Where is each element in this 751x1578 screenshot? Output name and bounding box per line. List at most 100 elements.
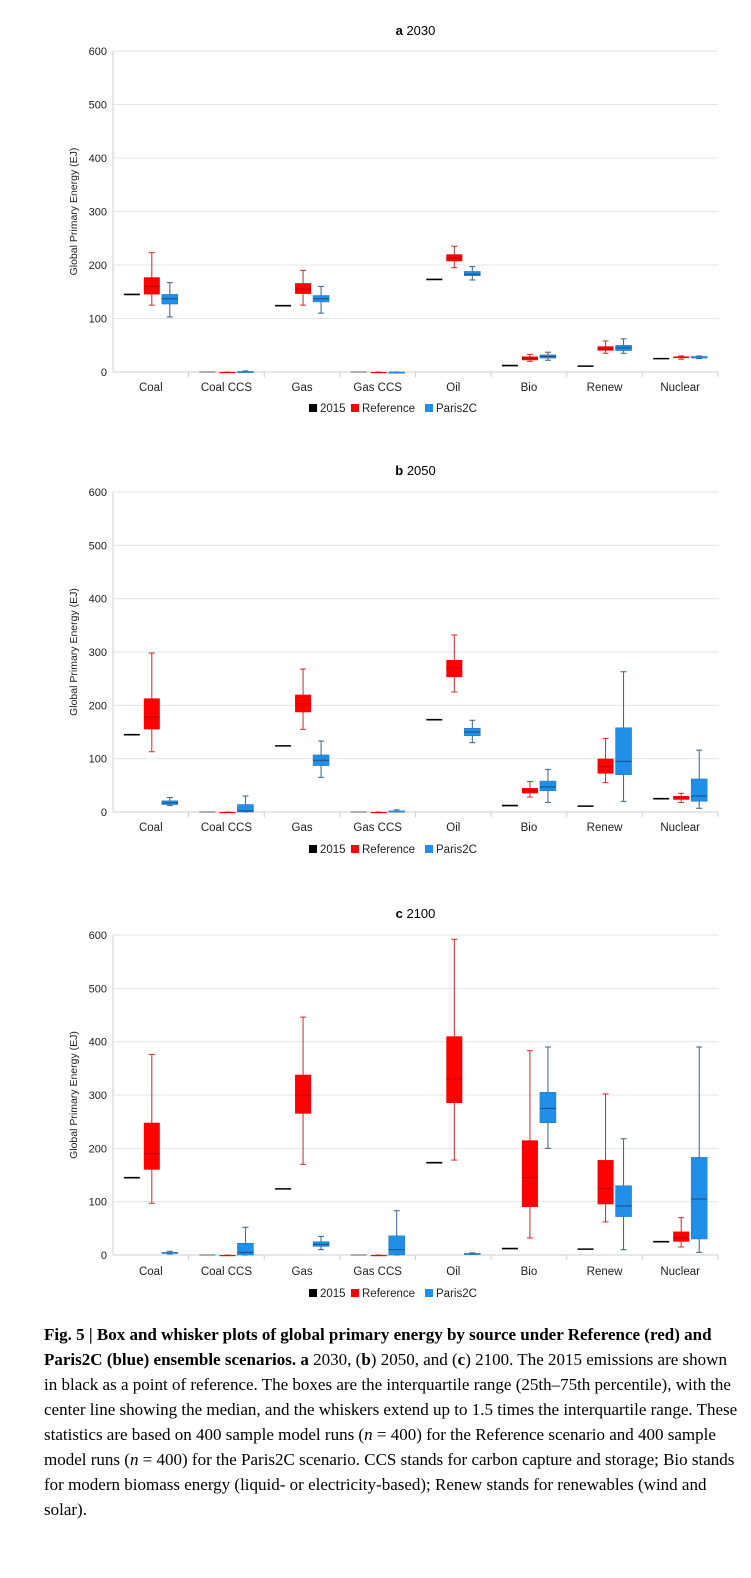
y-tick-label: 200: [89, 260, 107, 272]
box-paris2c: [464, 271, 481, 276]
x-tick-label: Oil: [446, 1266, 460, 1278]
y-tick-label: 600: [89, 46, 107, 58]
box-paris2c: [539, 1092, 557, 1123]
chart-panel-a: a 2030 0 100 200 300 400 500 600 Global Primary …: [68, 23, 719, 415]
chart-panel-letter: a: [396, 23, 407, 38]
box-paris2c: [464, 1253, 481, 1255]
box-reference: [143, 277, 160, 295]
legend-label: Reference: [362, 844, 415, 856]
legend-swatch: [425, 1289, 433, 1297]
box-paris2c: [690, 356, 708, 359]
y-tick-label: 100: [89, 1197, 107, 1209]
x-tick-label: Coal CCS: [201, 822, 252, 834]
legend-swatch: [351, 1289, 359, 1297]
box-reference: [446, 1036, 463, 1103]
box-reference: [219, 1255, 236, 1257]
chart-title-text: 2030: [406, 23, 435, 38]
x-tick-label: Coal: [139, 382, 163, 394]
y-tick-label: 300: [89, 647, 107, 659]
legend-label: Paris2C: [436, 1288, 477, 1300]
x-tick-label: Coal: [139, 822, 163, 834]
chart-panel-c: c 2100 0 100 200 300 400 500 600 Global Primary …: [68, 906, 719, 1300]
x-tick-label: Bio: [521, 382, 538, 394]
box-paris2c: [388, 371, 405, 374]
y-axis-label: Global Primary Energy (EJ): [68, 588, 80, 716]
y-axis-label: Global Primary Energy (EJ): [68, 1031, 80, 1159]
x-tick-label: Nuclear: [660, 382, 700, 394]
caption-text-2: ) 2050, and (: [370, 1350, 458, 1369]
chart-legend: 2015 Reference Paris2C: [309, 1288, 477, 1300]
legend-swatch: [351, 845, 359, 853]
chart-title: b 2050: [395, 463, 435, 478]
legend-label: 2015: [320, 844, 346, 856]
y-tick-label: 600: [89, 930, 107, 942]
caption-panel-c: c: [457, 1350, 466, 1369]
caption-text-5: = 400) for the Paris2C scenario. CCS sta…: [44, 1450, 735, 1519]
legend-swatch: [351, 404, 359, 412]
x-tick-label: Oil: [446, 382, 460, 394]
box-reference: [446, 660, 463, 678]
box-reference: [143, 698, 160, 730]
x-tick-label: Renew: [587, 822, 623, 834]
x-tick-label: Gas: [292, 382, 313, 394]
legend-label: Paris2C: [436, 403, 477, 415]
legend-swatch: [309, 1289, 317, 1297]
box-paris2c: [237, 804, 254, 813]
y-tick-label: 300: [89, 1090, 107, 1102]
legend-swatch: [425, 404, 433, 412]
x-tick-label: Oil: [446, 822, 460, 834]
figure-caption: Fig. 5 | Box and whisker plots of global…: [44, 1322, 744, 1522]
box-reference: [597, 346, 614, 351]
box-reference: [597, 1160, 614, 1205]
chart-panel-letter: b: [395, 463, 407, 478]
legend-label: Reference: [362, 403, 415, 415]
y-tick-label: 400: [89, 153, 107, 165]
legend-label: 2015: [320, 403, 346, 415]
x-tick-label: Gas CCS: [353, 822, 402, 834]
x-tick-label: Coal CCS: [201, 382, 252, 394]
x-tick-label: Coal CCS: [201, 1266, 252, 1278]
box-reference: [295, 1074, 312, 1114]
chart-legend: 2015 Reference Paris2C: [309, 844, 477, 856]
y-tick-label: 0: [101, 367, 107, 379]
y-tick-label: 400: [89, 1037, 107, 1049]
y-tick-label: 400: [89, 594, 107, 606]
x-tick-label: Gas CCS: [353, 1266, 402, 1278]
legend-label: 2015: [320, 1288, 346, 1300]
x-tick-label: Gas CCS: [353, 382, 402, 394]
chart-title-text: 2100: [406, 906, 435, 921]
x-tick-label: Bio: [521, 822, 538, 834]
x-tick-label: Renew: [587, 382, 623, 394]
box-paris2c: [615, 727, 632, 775]
legend-swatch: [309, 404, 317, 412]
legend-swatch: [425, 845, 433, 853]
chart-panel-letter: c: [396, 906, 407, 921]
box-reference: [219, 812, 236, 814]
box-paris2c: [237, 1243, 254, 1256]
caption-text-4: = 400) for the Reference scenario and 40…: [44, 1425, 716, 1469]
box-reference: [597, 758, 614, 774]
y-tick-label: 100: [89, 754, 107, 766]
y-tick-label: 300: [89, 207, 107, 219]
charts-figure: a 2030 0 100 200 300 400 500 600 Global Primary …: [68, 23, 719, 1300]
box-reference: [673, 1231, 690, 1242]
box-paris2c: [161, 1252, 179, 1254]
chart-panel-b: b 2050 0 100 200 300 400 500 600 Global Primary …: [68, 463, 719, 856]
caption-n-1: n: [364, 1425, 373, 1444]
y-tick-label: 200: [89, 1143, 107, 1155]
box-paris2c: [388, 810, 405, 813]
box-reference: [370, 372, 387, 374]
box-paris2c: [615, 1185, 632, 1217]
box-paris2c: [690, 1157, 708, 1240]
y-tick-label: 500: [89, 100, 107, 112]
caption-text-1: 2030, (: [308, 1350, 362, 1369]
x-tick-label: Nuclear: [660, 1266, 700, 1278]
box-reference: [219, 372, 236, 374]
box-paris2c: [690, 778, 708, 802]
y-tick-label: 0: [101, 1250, 107, 1262]
box-reference: [370, 1255, 387, 1257]
box-reference: [370, 812, 387, 814]
chart-title: a 2030: [396, 23, 436, 38]
chart-title-text: 2050: [407, 463, 436, 478]
legend-label: Paris2C: [436, 844, 477, 856]
